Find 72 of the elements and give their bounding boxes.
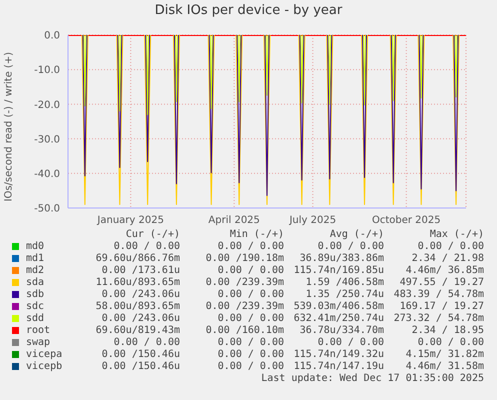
x-tick-label: April 2025 xyxy=(208,215,260,226)
text: 69.60u/866.76m xyxy=(94,253,180,264)
y-tick-label: 0.0 xyxy=(44,30,60,42)
text: 0.00 /160.10m xyxy=(204,325,284,336)
text: 115.74n/169.85u xyxy=(292,265,384,276)
legend-label: vicepb xyxy=(26,361,62,372)
text: 0.00 /243.06u xyxy=(100,313,180,324)
legend-label: vicepa xyxy=(26,349,62,360)
legend-label: sdc xyxy=(26,301,44,312)
text: 4.46m/ 31.58m xyxy=(404,361,484,372)
x-tick-label: October 2025 xyxy=(372,215,441,226)
text: 0.00 / 0.00 xyxy=(416,241,484,252)
y-tick-label: -50.0 xyxy=(34,204,60,215)
text: 0.00 / 0.00 xyxy=(216,361,284,372)
y-tick-label: -10.0 xyxy=(34,65,60,76)
text: 0.00 / 0.00 xyxy=(112,337,180,348)
text: 0.00 / 0.00 xyxy=(316,337,384,348)
text: 58.00u/893.65m xyxy=(94,301,180,312)
text: 0.00 / 0.00 xyxy=(416,337,484,348)
text: 0.00 / 0.00 xyxy=(216,349,284,360)
legend-label: swap xyxy=(26,337,50,348)
text: 632.41m/250.74u xyxy=(292,313,384,324)
text: 2.34 / 21.98 xyxy=(410,253,484,264)
text: 36.78u/334.70m xyxy=(298,325,384,336)
text: 0.00 /239.39m xyxy=(204,301,284,312)
legend-label: sdd xyxy=(26,313,44,324)
legend-label: md1 xyxy=(26,253,44,264)
legend-label: sdb xyxy=(26,289,44,300)
text: Cur (-/+) xyxy=(124,229,180,240)
text: Max (-/+) xyxy=(428,229,484,240)
text: 1.35 /250.74u xyxy=(304,289,384,300)
text: 36.89u/383.86m xyxy=(298,253,384,264)
text: 497.55 / 19.27 xyxy=(398,277,484,288)
text: 0.00 / 0.00 xyxy=(216,313,284,324)
text: 0.00 /190.18m xyxy=(204,253,284,264)
text: 169.17 / 19.27 xyxy=(398,301,484,312)
text: 0.00 / 0.00 xyxy=(112,241,180,252)
text: 11.60u/893.65m xyxy=(94,277,180,288)
text: Avg (-/+) xyxy=(328,229,384,240)
y-tick-label: -40.0 xyxy=(34,168,60,180)
text: 0.00 /150.46u xyxy=(100,349,180,360)
text: Min (-/+) xyxy=(228,229,284,240)
text: 115.74n/149.32u xyxy=(292,349,384,360)
text: 0.00 /239.39m xyxy=(204,277,284,288)
text: 4.15m/ 31.82m xyxy=(404,349,484,360)
text: 0.00 /243.06u xyxy=(100,289,180,300)
text: 0.00 /173.61u xyxy=(100,265,180,276)
text: 1.59 /406.58m xyxy=(304,277,384,288)
text: 2.34 / 18.95 xyxy=(410,325,484,336)
text: 0.00 /150.46u xyxy=(100,361,180,372)
text: 4.46m/ 36.85m xyxy=(404,265,484,276)
legend-label: sda xyxy=(26,277,44,288)
text: 0.00 / 0.00 xyxy=(216,241,284,252)
text: 0.00 / 0.00 xyxy=(216,289,284,300)
text: Last update: Wed Dec 17 01:35:00 2025 xyxy=(260,373,484,384)
x-tick-label: January 2025 xyxy=(96,215,164,226)
text: 0.00 / 0.00 xyxy=(316,241,384,252)
text: 0.00 / 0.00 xyxy=(216,337,284,348)
text: 69.60u/819.43m xyxy=(94,325,180,336)
text: 0.00 / 0.00 xyxy=(216,265,284,276)
text: 273.32 / 54.78m xyxy=(392,313,484,324)
text: 115.74n/147.19u xyxy=(292,361,384,372)
legend-label: md2 xyxy=(26,265,44,276)
legend-label: md0 xyxy=(26,241,44,252)
text: 483.39 / 54.78m xyxy=(392,289,484,300)
chart-title: Disk IOs per device - by year xyxy=(154,3,344,18)
text: 539.03m/406.58m xyxy=(292,301,384,312)
y-axis-title: IOs/second read (-) / write (+) xyxy=(4,52,15,202)
legend-label: root xyxy=(26,325,50,336)
y-tick-label: -30.0 xyxy=(34,134,60,146)
x-tick-label: July 2025 xyxy=(288,215,336,226)
y-tick-label: -20.0 xyxy=(34,100,60,111)
